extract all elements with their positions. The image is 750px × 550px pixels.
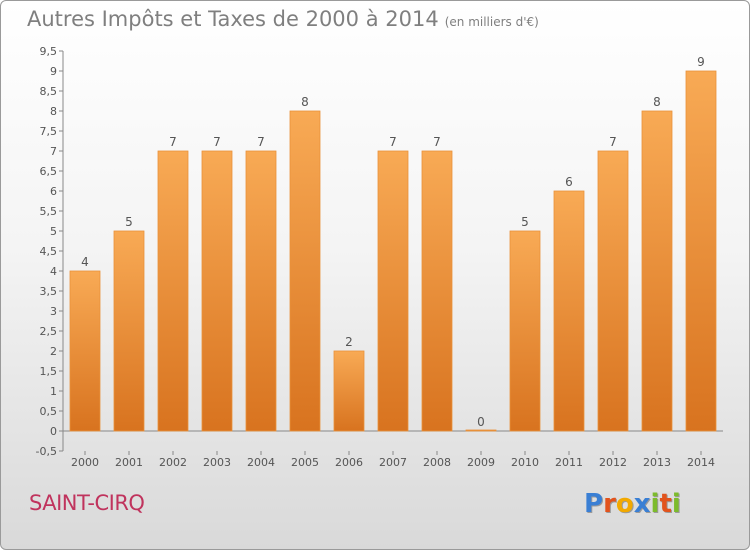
y-tick-label: 2,5 — [40, 325, 58, 338]
y-tick-label: 4,5 — [40, 245, 58, 258]
logo-letter: i — [671, 489, 681, 519]
bar-2009 — [465, 429, 497, 432]
data-labels: 4 5 7 7 7 8 2 7 7 0 5 6 7 8 9 — [81, 55, 705, 429]
bar-2007 — [377, 150, 409, 432]
bar-2000 — [69, 270, 101, 432]
y-tick-label: 1,5 — [40, 365, 58, 378]
bar-2008 — [421, 150, 453, 432]
x-tick-label: 2009 — [467, 456, 495, 469]
y-tick-label: 0,5 — [40, 405, 58, 418]
chart-title: Autres Impôts et Taxes de 2000 à 2014 (en… — [27, 7, 539, 31]
logo-letter: o — [615, 489, 634, 519]
bar-2001 — [113, 230, 145, 432]
bar-2013 — [641, 110, 673, 432]
data-label-2000: 4 — [81, 255, 89, 269]
y-tick-label: 7 — [50, 145, 57, 158]
x-tick-label: 2005 — [291, 456, 319, 469]
axes: -0,5 0 0,5 1 1,5 2 2,5 3 3,5 4 4,5 5 5,5 6 6,5 7 7,5 8 8,5… — [36, 45, 723, 469]
x-tick-label: 2008 — [423, 456, 451, 469]
x-tick-label: 2007 — [379, 456, 407, 469]
y-tick-label: 2 — [50, 345, 57, 358]
y-tick-label: 3 — [50, 305, 57, 318]
logo-letter: i — [650, 489, 660, 519]
y-tick-label: 8 — [50, 105, 57, 118]
bar-2014 — [685, 70, 717, 432]
logo-letter: r — [603, 489, 616, 519]
data-label-2006: 2 — [345, 335, 353, 349]
data-label-2004: 7 — [257, 135, 265, 149]
bar-2012 — [597, 150, 629, 432]
y-tick-label: 7,5 — [40, 125, 58, 138]
proxiti-logo: Proxiti — [584, 489, 681, 519]
logo-letter: t — [659, 489, 672, 519]
logo-letter: P — [584, 489, 604, 519]
y-tick-label: 3,5 — [40, 285, 58, 298]
bar-2010 — [509, 230, 541, 432]
data-label-2003: 7 — [213, 135, 221, 149]
data-label-2008: 7 — [433, 135, 441, 149]
data-label-2013: 8 — [653, 95, 661, 109]
y-tick-label: 5 — [50, 225, 57, 238]
data-label-2014: 9 — [697, 55, 705, 69]
y-tick-label: -0,5 — [36, 445, 57, 458]
bar-2002 — [157, 150, 189, 432]
y-tick-label: 9 — [50, 65, 57, 78]
y-tick-label: 1 — [50, 385, 57, 398]
data-label-2001: 5 — [125, 215, 133, 229]
logo-letter: x — [633, 489, 651, 519]
x-tick-label: 2014 — [687, 456, 715, 469]
x-tick-label: 2001 — [115, 456, 143, 469]
bar-2006 — [333, 350, 365, 432]
x-tick-label: 2006 — [335, 456, 363, 469]
x-tick-label: 2010 — [511, 456, 539, 469]
y-tick-label: 0 — [50, 425, 57, 438]
x-tick-label: 2002 — [159, 456, 187, 469]
y-tick-label: 9,5 — [40, 45, 58, 58]
x-tick-label: 2003 — [203, 456, 231, 469]
x-tick-label: 2000 — [71, 456, 99, 469]
data-label-2002: 7 — [169, 135, 177, 149]
x-tick-label: 2012 — [599, 456, 627, 469]
bar-2005 — [289, 110, 321, 432]
bar-2003 — [201, 150, 233, 432]
y-tick-label: 6 — [50, 185, 57, 198]
y-tick-label: 4 — [50, 265, 57, 278]
y-tick-label: 8,5 — [40, 85, 58, 98]
data-label-2011: 6 — [565, 175, 573, 189]
y-tick-label: 5,5 — [40, 205, 58, 218]
x-tick-label: 2013 — [643, 456, 671, 469]
bar-2004 — [245, 150, 277, 432]
data-label-2007: 7 — [389, 135, 397, 149]
y-tick-label: 6,5 — [40, 165, 58, 178]
x-tick-label: 2004 — [247, 456, 275, 469]
data-label-2012: 7 — [609, 135, 617, 149]
data-label-2005: 8 — [301, 95, 309, 109]
bars — [69, 70, 717, 432]
commune-name: SAINT-CIRQ — [29, 491, 145, 515]
bar-2011 — [553, 190, 585, 432]
unit-note: (en milliers d'€) — [444, 15, 539, 29]
title-text: Autres Impôts et Taxes de 2000 à 2014 — [27, 7, 439, 31]
x-tick-label: 2011 — [555, 456, 583, 469]
data-label-2010: 5 — [521, 215, 529, 229]
data-label-2009: 0 — [477, 415, 485, 429]
